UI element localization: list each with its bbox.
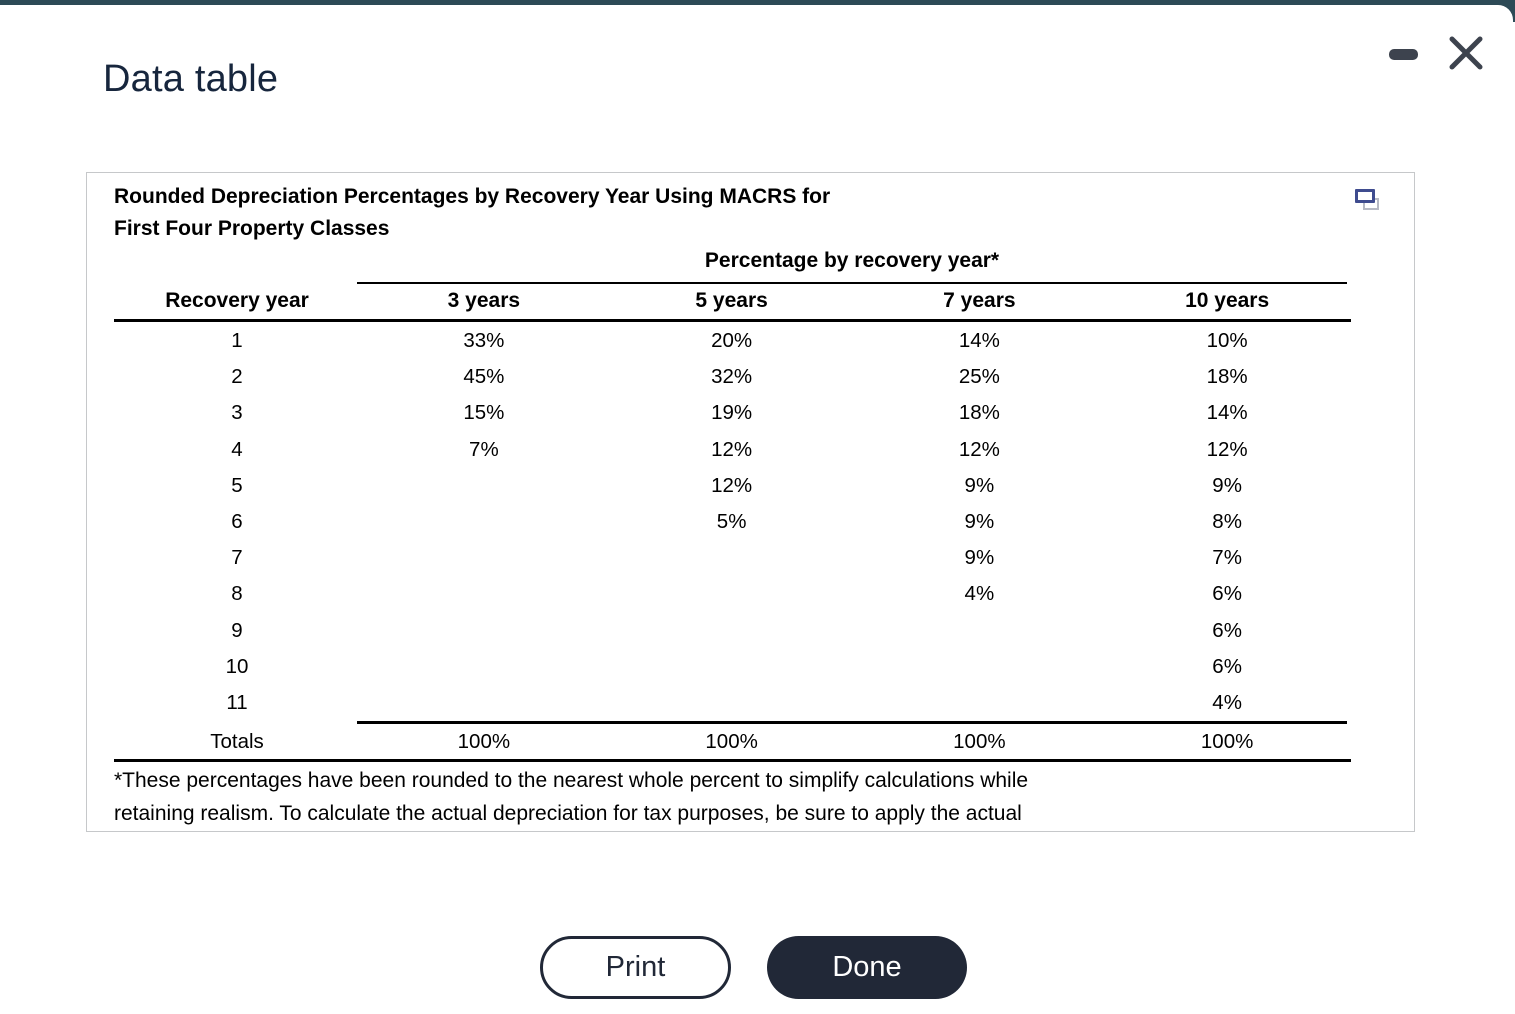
table-row: 2 45% 32% 25% 18% [114,359,1351,395]
percentage-cell: 25% [958,365,1000,389]
column-header-5-years: 5 years [695,289,768,312]
percentage-cell: 19% [711,401,753,425]
totals-row: Totals 100% 100% 100% 100% [114,724,1351,759]
percentage-cell: 33% [463,329,505,353]
table-title: Rounded Depreciation Percentages by Reco… [114,181,830,245]
totals-label: Totals [210,729,264,753]
table-body: 1 33% 20% 14% 10% 2 45% 32% 25% 18% 3 15% 19% 18% 14% 4… [114,323,1351,721]
done-button[interactable]: Done [767,936,967,999]
percentage-cell: 15% [463,401,505,425]
percentage-cell: 9% [964,546,995,570]
footnote-line2: retaining realism. To calculate the actu… [114,801,1022,825]
percentage-cell: 4% [1212,690,1242,714]
percentage-cell: 10% [1206,329,1248,353]
percentage-cell: 45% [463,365,505,389]
recovery-year-cell: 11 [226,690,248,714]
recovery-year-cell: 1 [231,329,243,353]
table-header-row: Recovery year 3 years 5 years 7 years 10… [114,285,1351,317]
table-row: 7 9% 7% [114,540,1351,576]
recovery-year-cell: 10 [225,654,249,678]
table-row: 11 4% [114,685,1351,721]
percentage-cell: 7% [469,437,499,461]
table-row: 4 7% 12% 12% 12% [114,432,1351,468]
table-row: 9 6% [114,613,1351,649]
totals-cell: 100% [953,729,1006,753]
percentage-cell: 14% [1206,401,1248,425]
percentage-cell: 5% [716,510,747,534]
popout-front-rect [1355,189,1375,203]
table-row: 5 12% 9% 9% [114,468,1351,504]
percentage-cell: 6% [1212,618,1242,642]
table-title-line1: Rounded Depreciation Percentages by Reco… [114,185,831,208]
percentage-cell: 18% [958,401,1000,425]
minimize-icon[interactable] [1389,49,1418,60]
percentage-cell: 12% [1206,437,1248,461]
recovery-year-cell: 4 [231,437,243,461]
table-row: 6 5% 9% 8% [114,504,1351,540]
recovery-year-cell: 5 [231,473,243,497]
column-header-10-years: 10 years [1185,289,1270,312]
percentage-cell: 7% [1212,546,1242,570]
recovery-year-cell: 6 [231,510,243,534]
percentage-cell: 12% [711,437,753,461]
percentage-cell: 9% [964,510,995,534]
recovery-year-cell: 3 [231,401,243,425]
table-row: 10 6% [114,649,1351,685]
percentage-cell: 6% [1212,654,1242,678]
recovery-year-cell: 9 [231,618,243,642]
recovery-year-cell: 2 [231,365,243,389]
footnote-line1: *These percentages have been rounded to … [114,769,1029,792]
span-header-rule [357,282,1347,284]
recovery-year-cell: 8 [231,582,243,606]
print-button[interactable]: Print [540,936,731,999]
dialog-title: Data table [103,58,279,100]
percentage-cell: 18% [1206,365,1248,389]
header-rule [114,319,1351,322]
table-row: 8 4% 6% [114,576,1351,612]
percentage-cell: 12% [958,437,1000,461]
data-table-panel: Rounded Depreciation Percentages by Reco… [86,172,1415,832]
popout-windows-icon[interactable] [1355,189,1382,212]
table-row: 3 15% 19% 18% 14% [114,395,1351,431]
percentage-cell: 9% [1212,473,1242,497]
percentage-cell: 8% [1212,510,1242,534]
percentage-cell: 32% [711,365,753,389]
percentage-cell: 14% [958,329,1000,353]
totals-rule [357,721,1347,724]
percentage-cell: 4% [964,582,995,606]
close-icon[interactable] [1445,32,1487,74]
column-header-recovery-year: Recovery year [165,289,309,312]
table-title-line2: First Four Property Classes [114,217,390,240]
column-header-7-years: 7 years [943,289,1016,312]
totals-cell: 100% [705,729,758,753]
percentage-cell: 6% [1212,582,1242,606]
span-column-header: Percentage by recovery year* [704,249,1000,272]
percentage-cell: 12% [711,473,753,497]
totals-cell: 100% [1200,729,1254,753]
column-header-3-years: 3 years [447,289,521,312]
percentage-cell: 20% [711,329,753,353]
table-row: 1 33% 20% 14% 10% [114,323,1351,359]
recovery-year-cell: 7 [231,546,243,570]
table-footnote: *These percentages have been rounded to … [114,765,1359,830]
table-bottom-rule [114,759,1351,762]
percentage-cell: 9% [964,473,995,497]
totals-cell: 100% [457,729,511,753]
